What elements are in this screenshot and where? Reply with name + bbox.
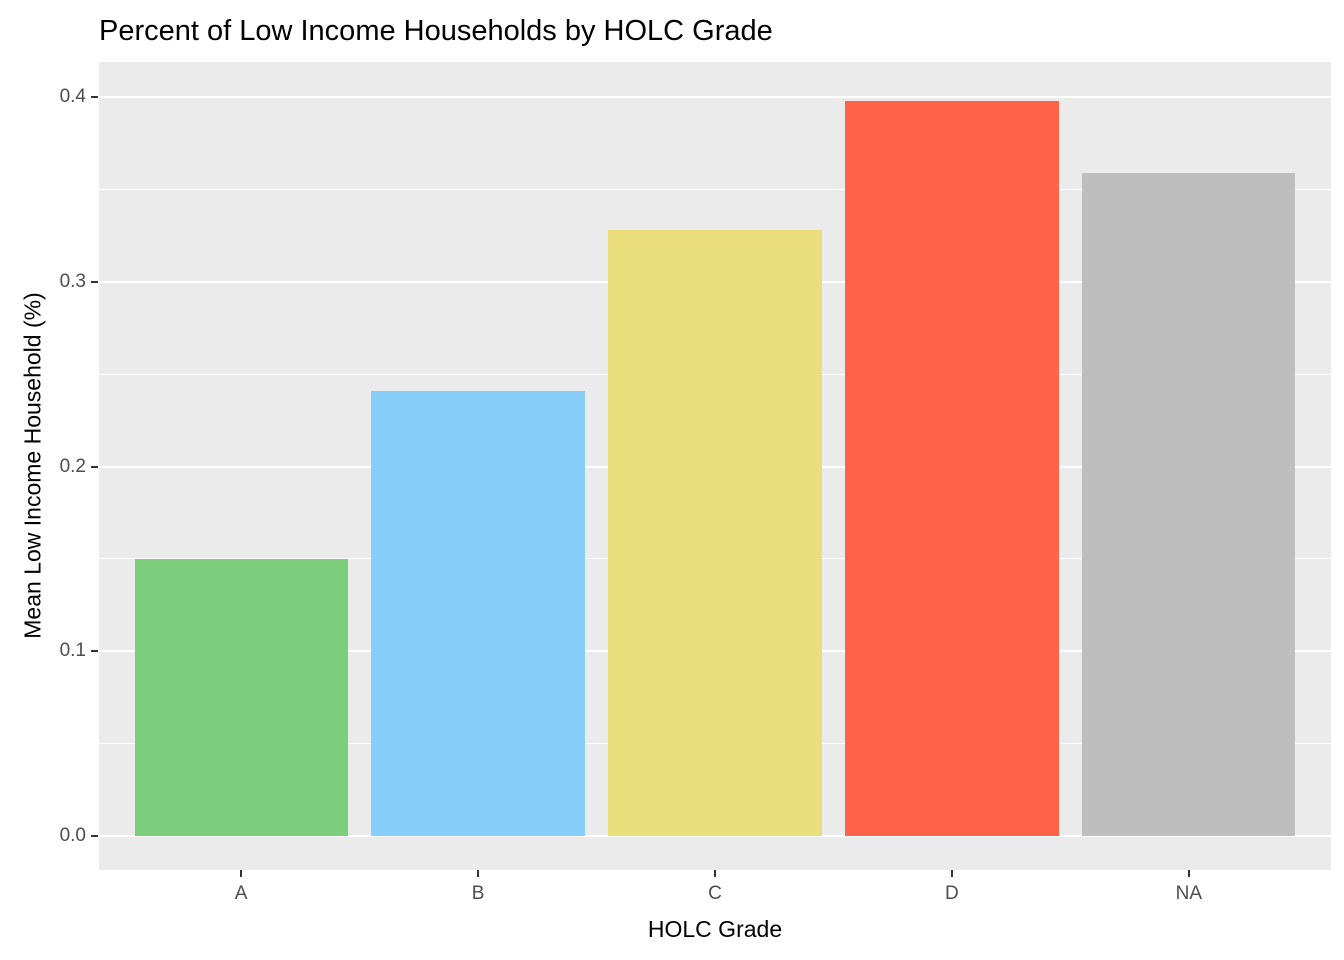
- bar-na: [1082, 172, 1296, 836]
- x-tick-d: [950, 870, 953, 877]
- x-tick-c: [714, 870, 716, 877]
- y-tick-0.1: [91, 650, 98, 653]
- bar-b: [371, 390, 585, 836]
- x-tick-label-na: NA: [1175, 883, 1203, 904]
- y-tick-label-0.3: 0.3: [59, 270, 86, 292]
- y-axis-title: Mean Low Income Household (%): [19, 292, 46, 639]
- y-tick-label-0.4: 0.4: [59, 86, 86, 108]
- x-axis-title: HOLC Grade: [647, 916, 783, 942]
- x-tick-label-b: B: [471, 883, 485, 904]
- y-tick-label-0.0: 0.0: [59, 825, 86, 847]
- plot-panel: [99, 62, 1331, 870]
- y-tick-0.2: [91, 465, 98, 468]
- gridline-major-0.4: [99, 96, 1331, 99]
- x-tick-na: [1187, 870, 1190, 877]
- x-tick-label-c: C: [708, 883, 722, 904]
- y-tick-0.3: [91, 280, 98, 283]
- gridline-major-0: [99, 835, 1331, 838]
- x-tick-label-a: A: [234, 883, 248, 904]
- x-tick-a: [240, 870, 243, 877]
- gridline-minor-0.35: [99, 189, 1331, 191]
- x-tick-b: [477, 870, 480, 877]
- bar-d: [845, 100, 1059, 836]
- chart-title: Percent of Low Income Households by HOLC…: [99, 15, 773, 47]
- bar-a: [134, 558, 348, 836]
- y-tick-label-0.1: 0.1: [59, 640, 86, 662]
- y-tick-0.4: [91, 96, 98, 99]
- y-tick-label-0.2: 0.2: [59, 455, 86, 477]
- bar-c: [608, 230, 822, 836]
- y-tick-0.0: [91, 835, 98, 838]
- x-tick-label-d: D: [945, 883, 959, 904]
